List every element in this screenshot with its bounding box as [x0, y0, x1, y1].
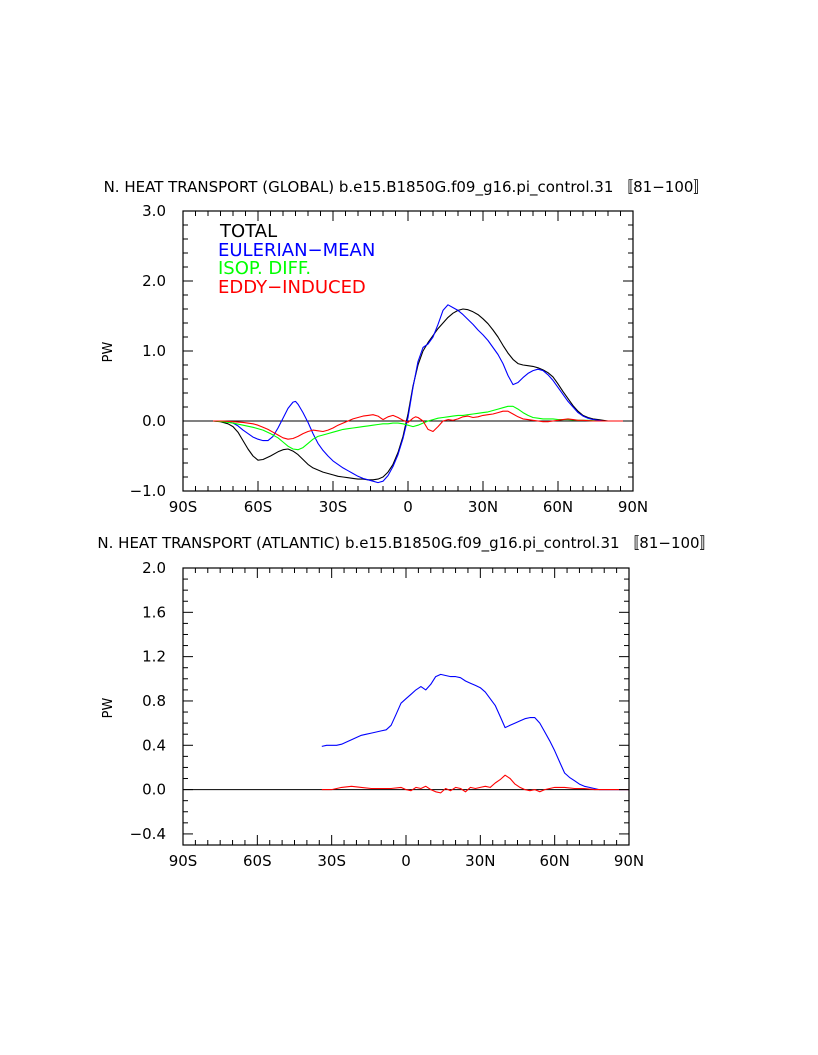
x-tick-label: 0 [401, 852, 411, 870]
y-tick-label: 0.0 [142, 412, 166, 430]
legend-entry-total: TOTAL [219, 221, 277, 242]
y-tick-label: 1.0 [142, 342, 166, 360]
x-tick-label: 30S [319, 498, 348, 516]
y-tick-label: 0.8 [142, 692, 166, 710]
plot-frame [182, 210, 634, 492]
y-tick-label: 0.0 [142, 781, 166, 799]
y-tick-label: 2.0 [142, 272, 166, 290]
x-tick-label: 30N [465, 852, 495, 870]
series-line-ff0000 [321, 774, 629, 794]
chart-title: N. HEAT TRANSPORT (GLOBAL) b.e15.B1850G.… [104, 178, 709, 197]
series-line-isop-diff [212, 405, 633, 451]
global-panel: N. HEAT TRANSPORT (GLOBAL) b.e15.B1850G.… [101, 178, 708, 516]
plot-frame [182, 567, 630, 846]
x-tick-label: 90S [169, 852, 198, 870]
x-tick-label: 0 [403, 498, 413, 516]
atlantic-panel: N. HEAT TRANSPORT (ATLANTIC) b.e15.B1850… [97, 534, 714, 870]
y-tick-label: 3.0 [142, 202, 166, 220]
x-tick-label: 60N [543, 498, 573, 516]
legend-entry-isop-diff: ISOP. DIFF. [218, 258, 311, 279]
y-axis-label: PW [101, 342, 116, 363]
x-tick-label: 60S [244, 498, 273, 516]
x-tick-label: 30N [468, 498, 498, 516]
series-layer [321, 673, 629, 794]
axis-ticks: 90S 60S 30S 0 30N 60N 90N −1.0 0.0 1.0 2.0 3.0 [130, 202, 649, 516]
y-tick-label: −0.4 [130, 825, 166, 843]
chart-title: N. HEAT TRANSPORT (ATLANTIC) b.e15.B1850… [97, 534, 714, 553]
x-tick-label: 60S [243, 852, 272, 870]
legend-entry-eddy-induced: EDDY−INDUCED [218, 277, 366, 298]
series-line-total [212, 308, 633, 481]
x-tick-label: 30S [317, 852, 346, 870]
y-tick-label: −1.0 [130, 482, 166, 500]
series-line-eddy-induced [213, 410, 633, 440]
y-tick-label: 1.6 [142, 603, 166, 621]
axis-ticks: 90S 60S 30S 0 30N 60N 90N −0.4 0.0 0.4 0.8 1.2 1.6 2.… [130, 559, 645, 870]
legend-entry-eulerian-mean: EULERIAN−MEAN [218, 240, 375, 261]
y-tick-label: 2.0 [142, 559, 166, 577]
x-tick-label: 90N [618, 498, 648, 516]
y-axis-label: PW [101, 698, 116, 719]
legend: TOTAL EULERIAN−MEAN ISOP. DIFF. EDDY−IND… [218, 221, 375, 298]
series-line-0000ff [321, 673, 629, 791]
y-tick-label: 1.2 [142, 648, 166, 666]
series-layer [212, 304, 633, 484]
x-tick-label: 90N [614, 852, 644, 870]
x-tick-label: 60N [540, 852, 570, 870]
x-tick-label: 90S [169, 498, 198, 516]
y-tick-label: 0.4 [142, 736, 166, 754]
series-line-eulerian-mean [213, 304, 633, 484]
